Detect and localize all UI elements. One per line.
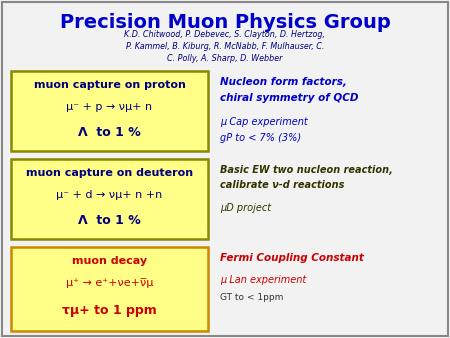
Text: K.D. Chitwood, P. Debevec, S. Clayton, D. Hertzog,
P. Kammel, B. Kiburg, R. McNa: K.D. Chitwood, P. Debevec, S. Clayton, D… [125,30,325,63]
Text: μD project: μD project [220,203,271,213]
FancyBboxPatch shape [11,71,208,151]
FancyBboxPatch shape [11,247,208,331]
Text: μ Cap experiment: μ Cap experiment [220,117,308,127]
Text: μ⁺ → e⁺+νe+ν̅μ: μ⁺ → e⁺+νe+ν̅μ [66,278,153,288]
Text: calibrate ν-d reactions: calibrate ν-d reactions [220,180,344,190]
Text: muon decay: muon decay [72,256,147,266]
Text: chiral symmetry of QCD: chiral symmetry of QCD [220,93,359,103]
Text: Nucleon form factors,: Nucleon form factors, [220,77,347,87]
Text: μ Lan experiment: μ Lan experiment [220,275,306,285]
Text: Λ  to 1 %: Λ to 1 % [78,126,141,139]
FancyBboxPatch shape [2,2,448,336]
Text: Λ  to 1 %: Λ to 1 % [78,214,141,227]
Text: gP to < 7% (3%): gP to < 7% (3%) [220,133,301,143]
Text: muon capture on proton: muon capture on proton [34,80,185,90]
Text: μ⁻ + d → νμ+ n +n: μ⁻ + d → νμ+ n +n [56,190,162,200]
Text: τμ+ to 1 ppm: τμ+ to 1 ppm [62,304,157,317]
Text: muon capture on deuteron: muon capture on deuteron [26,168,193,178]
FancyBboxPatch shape [11,159,208,239]
Text: μ⁻ + p → νμ+ n: μ⁻ + p → νμ+ n [67,102,153,112]
Text: Fermi Coupling Constant: Fermi Coupling Constant [220,253,364,263]
Text: Precision Muon Physics Group: Precision Muon Physics Group [59,13,391,32]
Text: GT to < 1ppm: GT to < 1ppm [220,293,284,302]
Text: Basic EW two nucleon reaction,: Basic EW two nucleon reaction, [220,165,393,175]
